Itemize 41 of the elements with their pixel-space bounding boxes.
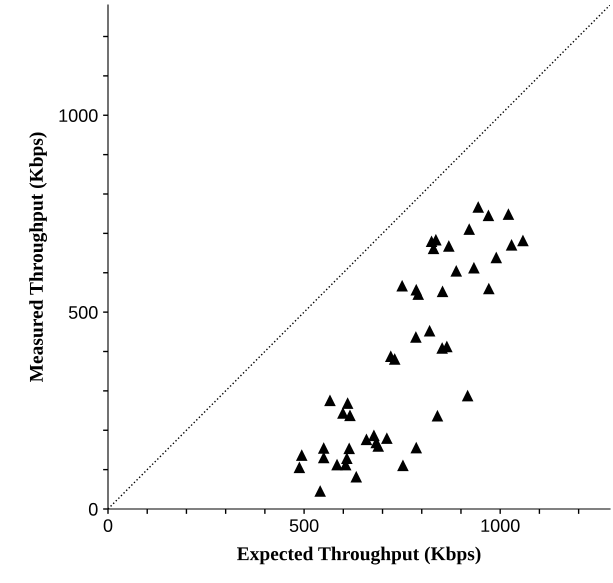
x-axis-title: Expected Throughput (Kbps) (237, 546, 480, 564)
point (483, 282, 495, 294)
x-tick-label: 1000 (481, 519, 520, 532)
y-tick-label: 500 (68, 306, 98, 319)
point (342, 397, 354, 409)
y-tick-label: 1000 (59, 109, 98, 122)
point (517, 234, 529, 246)
point (472, 201, 484, 213)
point (432, 410, 444, 422)
point (482, 209, 494, 222)
x-tick-label: 500 (290, 519, 318, 532)
point (443, 240, 455, 252)
point (463, 223, 476, 235)
point (424, 324, 436, 336)
point (331, 458, 343, 470)
point (462, 390, 474, 402)
point (412, 288, 424, 300)
point (468, 262, 480, 274)
point (502, 208, 514, 220)
point (388, 353, 400, 365)
point (314, 485, 326, 497)
point (294, 461, 306, 474)
point (318, 442, 330, 454)
y-axis-title: Measured Throughput (Kbps) (29, 132, 48, 382)
point (296, 449, 308, 461)
point (344, 409, 356, 422)
point (360, 433, 372, 446)
point (490, 252, 502, 264)
point (506, 238, 518, 251)
point (436, 285, 448, 298)
point (410, 442, 422, 454)
point (396, 280, 408, 292)
y-tick-label: 0 (88, 502, 98, 516)
point (450, 264, 462, 277)
point (343, 442, 356, 454)
point (350, 470, 362, 483)
point (410, 331, 422, 343)
point (324, 394, 336, 406)
point (381, 432, 393, 444)
point (397, 459, 409, 472)
x-tick-label: 0 (104, 519, 112, 532)
